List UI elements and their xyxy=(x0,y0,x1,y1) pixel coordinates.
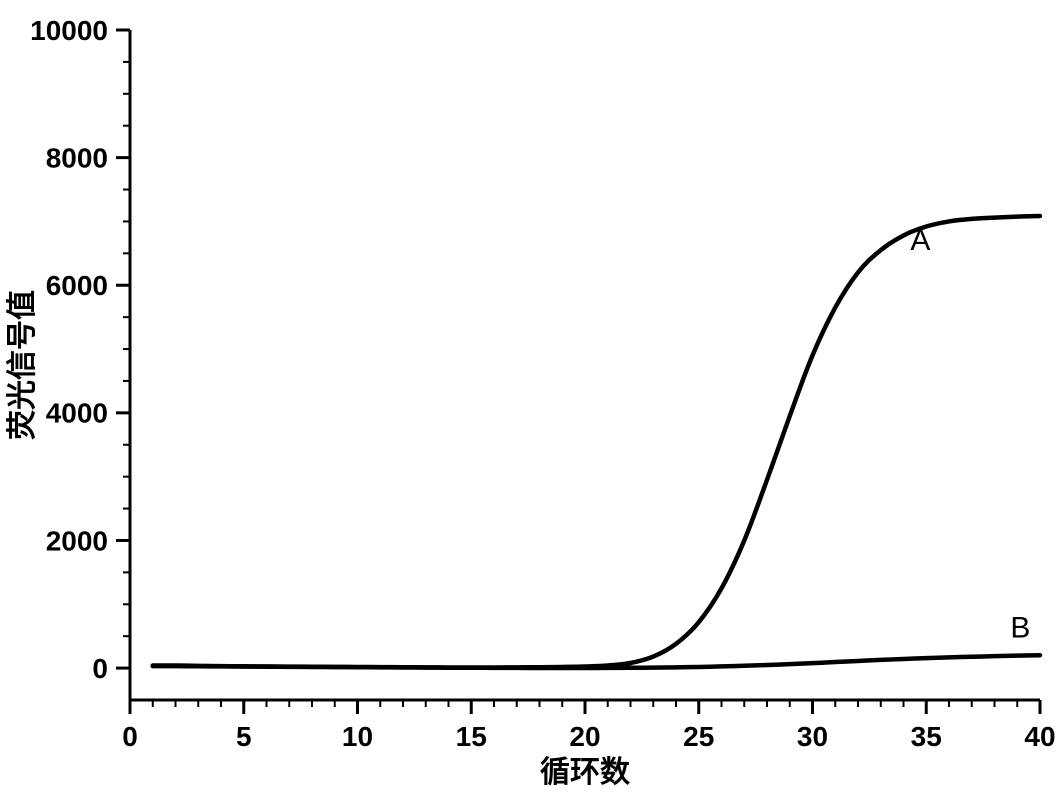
series-line-B xyxy=(153,655,1040,668)
x-tick-label: 0 xyxy=(122,721,138,752)
x-tick-label: 40 xyxy=(1024,721,1055,752)
amplification-chart: 0 5 10 15 20 25 30 35 40 0 2000 4000 6000 8000 10000 循环… xyxy=(0,0,1063,798)
x-tick-label: 20 xyxy=(569,721,600,752)
y-tick-label: 8000 xyxy=(46,142,108,173)
x-tick-label: 30 xyxy=(797,721,828,752)
series-label-B: B xyxy=(1010,611,1030,644)
x-tick-label: 5 xyxy=(236,721,252,752)
chart-svg: 0 5 10 15 20 25 30 35 40 0 2000 4000 6000 8000 10000 循环… xyxy=(0,0,1063,798)
series-line-A xyxy=(153,216,1040,667)
x-tick-label: 25 xyxy=(683,721,714,752)
y-tick-label: 2000 xyxy=(46,525,108,556)
series-label-A: A xyxy=(910,224,930,257)
y-tick-label: 10000 xyxy=(30,15,108,46)
x-tick-label: 15 xyxy=(456,721,487,752)
x-axis-title: 循环数 xyxy=(540,756,631,789)
y-axis-title: 荧光信号值 xyxy=(6,290,39,440)
x-tick-label: 10 xyxy=(342,721,373,752)
y-tick-label: 6000 xyxy=(46,270,108,301)
x-tick-label: 35 xyxy=(911,721,942,752)
y-tick-label: 0 xyxy=(92,653,108,684)
y-tick-label: 4000 xyxy=(46,398,108,429)
